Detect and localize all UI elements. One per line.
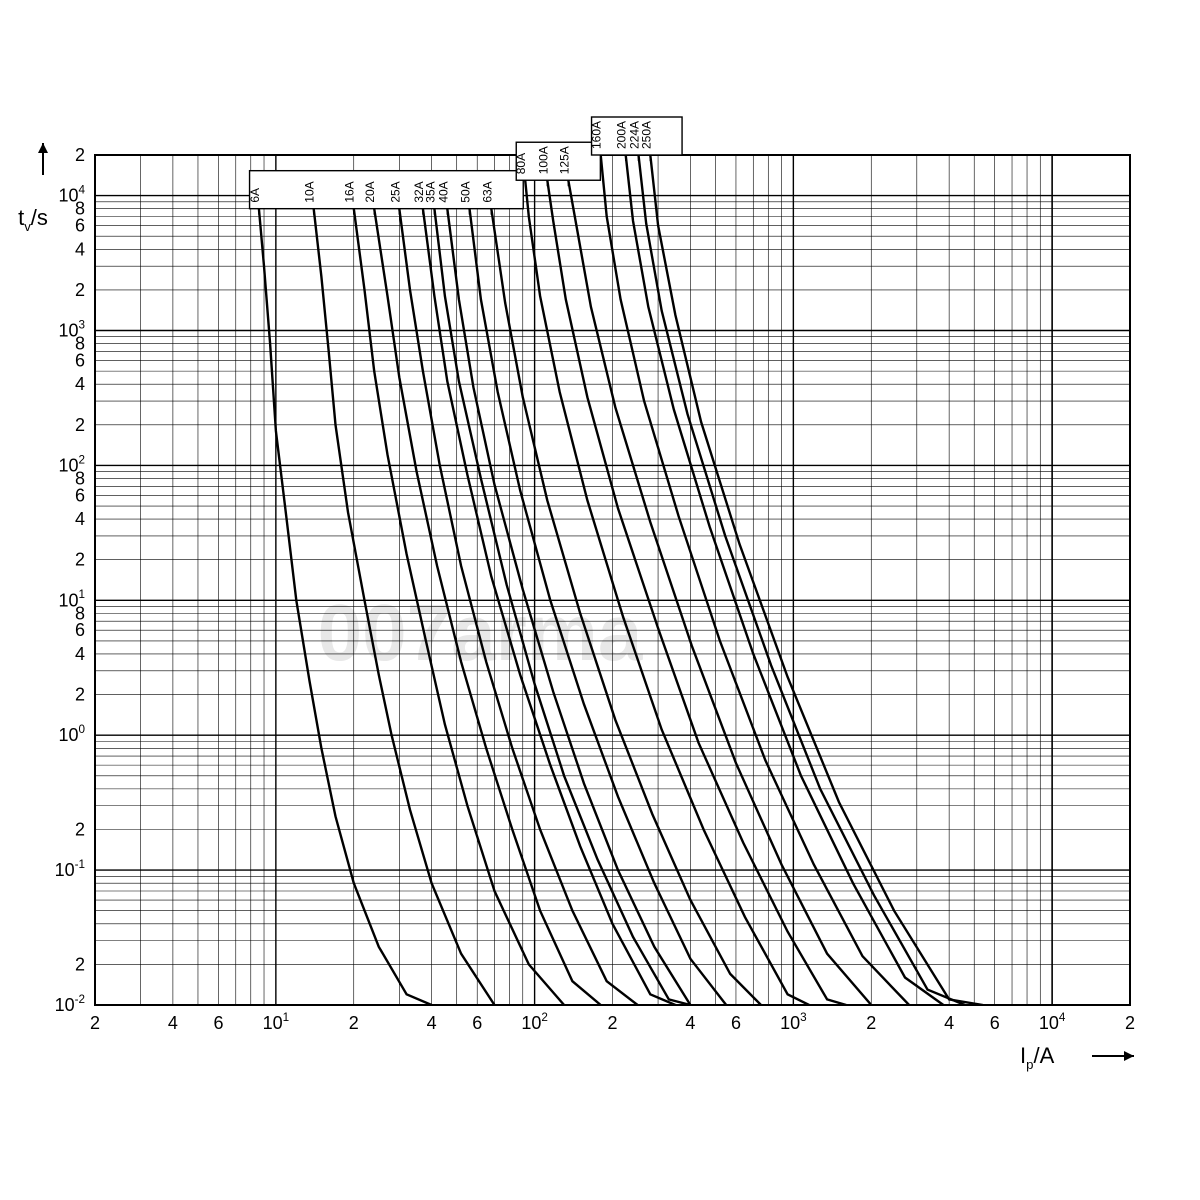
curve-label-35A: 35A: [423, 181, 437, 202]
svg-text:4: 4: [75, 239, 85, 259]
curve-label-50A: 50A: [458, 181, 472, 202]
curve-label-160A: 160A: [590, 121, 604, 149]
svg-text:2: 2: [75, 145, 85, 165]
curve-label-16A: 16A: [343, 181, 357, 202]
curve-label-80A: 80A: [514, 153, 528, 174]
svg-text:2: 2: [1125, 1013, 1135, 1033]
curve-200A: [626, 155, 944, 1005]
svg-text:Ip/A: Ip/A: [1020, 1043, 1055, 1072]
curve-label-25A: 25A: [388, 181, 402, 202]
svg-text:4: 4: [427, 1013, 437, 1033]
svg-text:100: 100: [58, 723, 85, 745]
svg-text:103: 103: [780, 1011, 807, 1033]
curve-label-40A: 40A: [436, 181, 450, 202]
svg-text:tv/s: tv/s: [18, 205, 48, 234]
svg-text:007arma: 007arma: [318, 588, 643, 677]
svg-text:6: 6: [731, 1013, 741, 1033]
svg-text:10-2: 10-2: [55, 993, 85, 1015]
svg-text:4: 4: [168, 1013, 178, 1033]
svg-text:101: 101: [263, 1011, 290, 1033]
curve-label-10A: 10A: [303, 181, 317, 202]
curve-label-20A: 20A: [363, 181, 377, 202]
svg-text:6: 6: [472, 1013, 482, 1033]
svg-text:4: 4: [685, 1013, 695, 1033]
svg-text:6: 6: [990, 1013, 1000, 1033]
svg-text:4: 4: [75, 644, 85, 664]
curve-label-100A: 100A: [536, 146, 550, 174]
fuse-time-current-chart: 007arma246101246102246103246104210-2210-…: [0, 0, 1200, 1200]
svg-text:2: 2: [75, 685, 85, 705]
svg-text:2: 2: [607, 1013, 617, 1033]
svg-text:2: 2: [75, 415, 85, 435]
svg-text:2: 2: [75, 550, 85, 570]
curve-label-250A: 250A: [639, 121, 653, 149]
svg-text:2: 2: [75, 280, 85, 300]
svg-text:10-1: 10-1: [55, 858, 85, 880]
svg-text:2: 2: [90, 1013, 100, 1033]
svg-text:2: 2: [349, 1013, 359, 1033]
curve-label-63A: 63A: [480, 181, 494, 202]
svg-text:4: 4: [944, 1013, 954, 1033]
chart-container: 007arma246101246102246103246104210-2210-…: [0, 0, 1200, 1200]
svg-text:4: 4: [75, 509, 85, 529]
curve-160A: [601, 155, 909, 1005]
curve-label-125A: 125A: [557, 146, 571, 174]
svg-text:4: 4: [75, 374, 85, 394]
svg-text:2: 2: [866, 1013, 876, 1033]
svg-text:2: 2: [75, 954, 85, 974]
svg-text:2: 2: [75, 819, 85, 839]
curve-224A: [639, 155, 965, 1005]
curve-label-6A: 6A: [248, 188, 262, 203]
svg-text:104: 104: [1039, 1011, 1066, 1033]
svg-text:6: 6: [213, 1013, 223, 1033]
svg-text:102: 102: [521, 1011, 548, 1033]
